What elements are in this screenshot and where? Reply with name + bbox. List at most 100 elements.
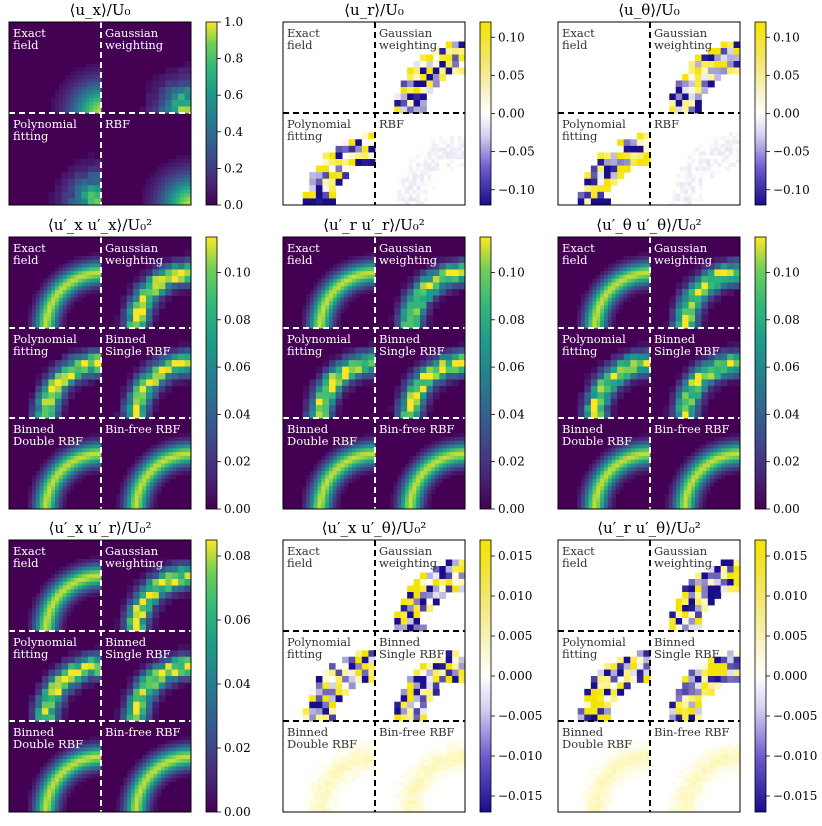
heatmap-cell <box>721 373 728 380</box>
heatmap-cell <box>591 405 598 412</box>
heatmap-cell <box>62 360 69 367</box>
heatmap-cell <box>59 98 63 102</box>
heatmap-cell <box>154 778 158 782</box>
heatmap-cell <box>90 68 94 72</box>
heatmap-cell <box>86 71 90 75</box>
heatmap-cell <box>82 570 86 574</box>
heatmap-cell <box>67 755 71 759</box>
heatmap-cell <box>185 360 192 367</box>
heatmap-cell <box>325 305 329 309</box>
heatmap-cell <box>635 448 639 452</box>
heatmap-cell <box>146 793 150 797</box>
heatmap-cell <box>367 271 371 275</box>
heatmap-cell <box>639 452 643 456</box>
heatmap-cell <box>367 441 371 445</box>
heatmap-cell <box>604 166 611 173</box>
heatmap-cell <box>431 456 435 460</box>
heatmap-cell <box>321 305 325 309</box>
heatmap-cell <box>446 456 450 460</box>
heatmap-cell <box>318 479 322 483</box>
heatmap-cell <box>47 309 51 313</box>
heatmap-cell <box>185 341 192 348</box>
heatmap-cell <box>78 578 82 582</box>
heatmap-cell <box>695 289 702 296</box>
heatmap-cell <box>630 152 637 159</box>
heatmap-cell <box>67 94 71 98</box>
heatmap-cell <box>617 159 624 166</box>
heatmap-cell <box>352 467 356 471</box>
heatmap-cell <box>710 471 714 475</box>
heatmap-cell <box>146 178 150 182</box>
heatmap-cell <box>74 763 78 767</box>
heatmap-cell <box>127 494 131 498</box>
heatmap-cell <box>714 367 721 374</box>
colorbar-tick-label: 0.00 <box>224 502 251 516</box>
heatmap-cell <box>180 167 184 171</box>
heatmap-cell <box>642 433 646 437</box>
heatmap-cell <box>433 392 440 399</box>
heatmap-cell <box>306 309 310 313</box>
heatmap-cell <box>135 486 139 490</box>
heatmap-cell <box>596 479 600 483</box>
heatmap-cell <box>59 467 63 471</box>
heatmap-cell <box>150 190 154 194</box>
heatmap-cell <box>32 482 36 486</box>
heatmap-cell <box>344 456 348 460</box>
heatmap-cell <box>47 313 51 317</box>
heatmap-cell <box>695 197 699 201</box>
heatmap-cell <box>314 309 318 313</box>
heatmap-cell <box>48 367 55 374</box>
heatmap-cell <box>597 159 604 166</box>
heatmap-cell <box>47 597 51 601</box>
heatmap-cell <box>688 464 692 468</box>
heatmap-cell <box>316 379 323 386</box>
heatmap-cell <box>688 494 692 498</box>
heatmap-cell <box>180 159 184 163</box>
heatmap-cell <box>78 71 82 75</box>
heatmap-cell <box>70 759 74 763</box>
heatmap-cell <box>591 386 598 393</box>
heatmap-cell <box>637 360 644 367</box>
heatmap-cell <box>161 755 165 759</box>
heatmap-cell <box>684 467 688 471</box>
heatmap-cell <box>452 566 459 573</box>
heatmap-cell <box>63 763 67 767</box>
heatmap-cell <box>356 464 360 468</box>
heatmap-cell <box>727 270 734 277</box>
heatmap-cell <box>727 367 734 374</box>
heatmap-cell <box>718 456 722 460</box>
heatmap-cell <box>165 68 172 75</box>
heatmap-cell <box>55 475 59 479</box>
heatmap-cell <box>336 159 343 166</box>
heatmap-cell <box>703 486 707 490</box>
heatmap-cell <box>428 494 432 498</box>
heatmap-cell <box>78 260 82 264</box>
heatmap-cell <box>70 475 74 479</box>
heatmap-cell <box>127 682 134 689</box>
heatmap-cell <box>420 163 424 167</box>
colorbar-tick-label: 0.00 <box>498 502 525 516</box>
heatmap-cell <box>86 271 90 275</box>
heatmap-cell <box>67 763 71 767</box>
heatmap-cell <box>631 283 635 287</box>
heatmap-cell <box>721 360 728 367</box>
heatmap-cell <box>734 257 741 264</box>
heatmap-cell <box>688 182 692 186</box>
heatmap-cell <box>93 279 97 283</box>
heatmap-cell <box>63 498 67 502</box>
heatmap-cell <box>439 283 446 290</box>
heatmap-cell <box>154 774 158 778</box>
heatmap-cell <box>55 320 59 324</box>
heatmap-cell <box>718 148 722 152</box>
heatmap-cell <box>364 471 368 475</box>
heatmap-cell <box>435 467 439 471</box>
heatmap-cell <box>82 98 86 102</box>
heatmap-cell <box>325 283 329 287</box>
heatmap-cell <box>152 689 159 696</box>
heatmap-cell <box>325 279 329 283</box>
heatmap-cell <box>446 276 453 283</box>
heatmap-cell <box>70 275 74 279</box>
heatmap-cell <box>55 785 59 789</box>
heatmap-cell <box>146 448 150 452</box>
heatmap-cell <box>180 437 184 441</box>
